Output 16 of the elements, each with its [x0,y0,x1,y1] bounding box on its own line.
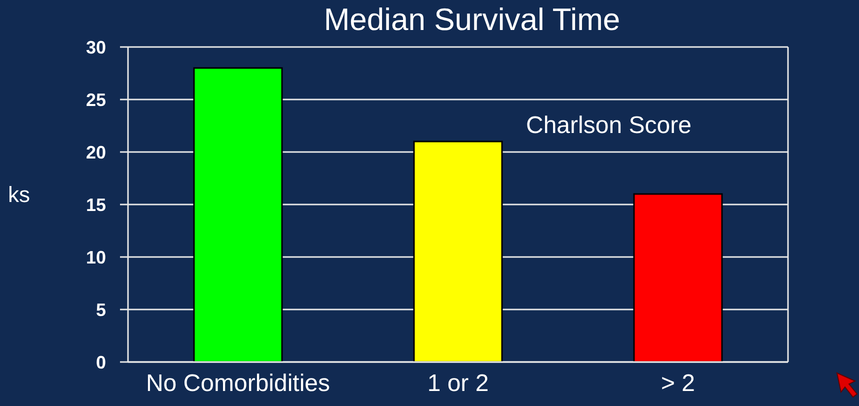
x-tick-label: > 2 [660,370,696,398]
annotation: Charlson Score [526,112,692,140]
y-axis-title: ks [8,182,30,208]
y-tick-label: 0 [96,352,106,372]
y-tick-label: 10 [86,247,106,268]
chart-title: Median Survival Time [322,2,622,38]
bar [633,193,723,362]
y-tick-label: 25 [86,90,106,110]
x-tick-label: No Comorbidities [146,370,330,398]
bar [413,140,503,362]
y-tick-label: 15 [86,194,106,215]
bar [193,67,283,362]
y-tick-label: 5 [96,300,106,320]
y-tick-label: 30 [86,37,106,58]
y-tick-label: 20 [86,142,106,162]
x-tick-label: 1 or 2 [427,370,489,398]
